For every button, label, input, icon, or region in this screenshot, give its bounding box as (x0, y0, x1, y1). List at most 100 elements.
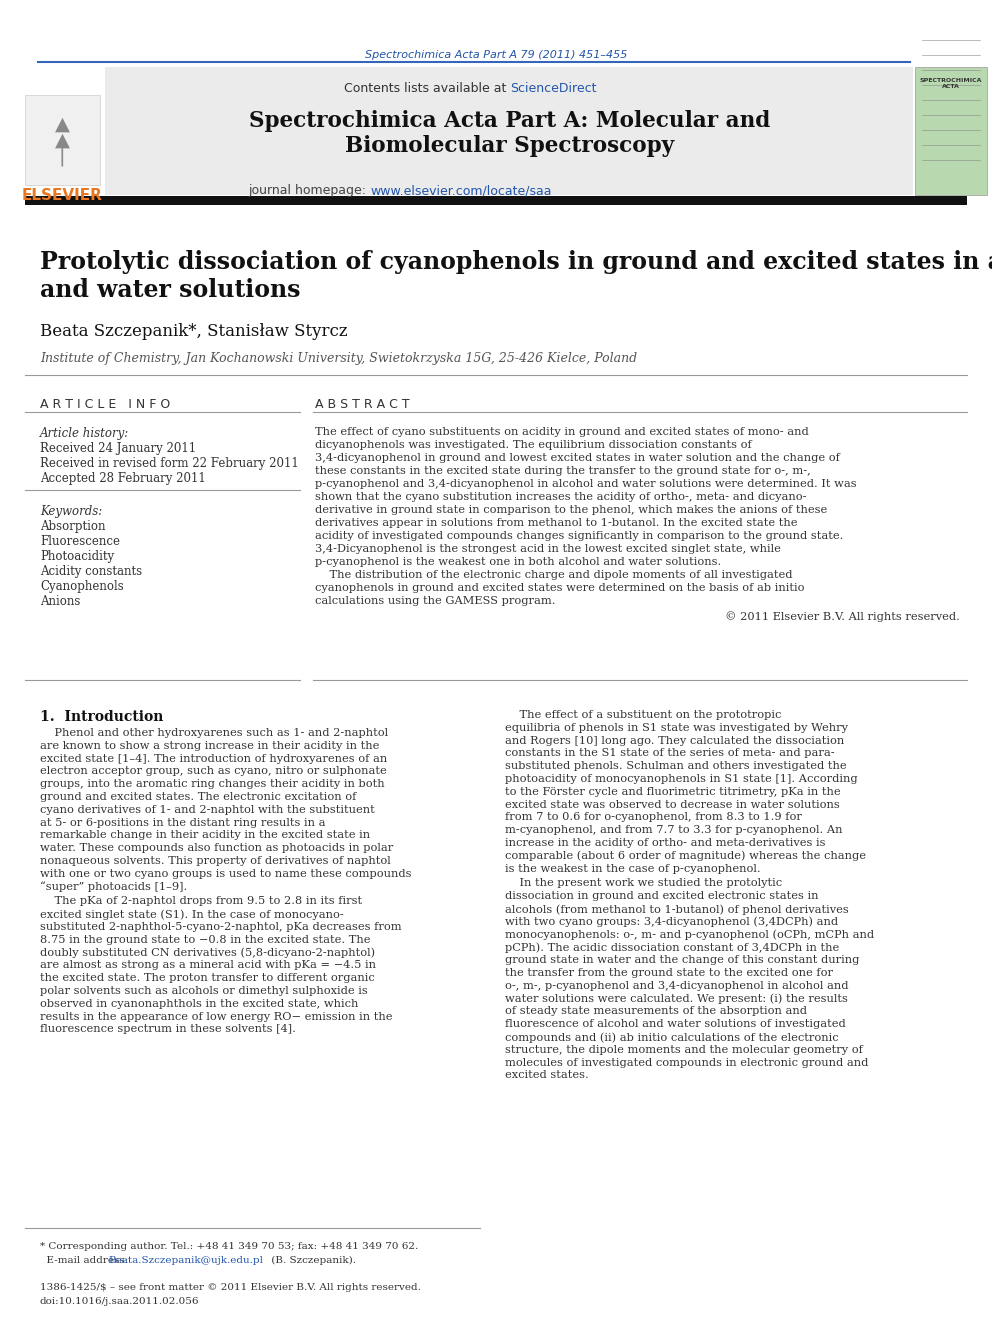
Text: electron acceptor group, such as cyano, nitro or sulphonate: electron acceptor group, such as cyano, … (40, 766, 387, 777)
Text: ground state in water and the change of this constant during: ground state in water and the change of … (505, 955, 859, 966)
Text: shown that the cyano substitution increases the acidity of ortho-, meta- and dic: shown that the cyano substitution increa… (315, 492, 806, 501)
Text: Phenol and other hydroxyarenes such as 1- and 2-naphtol: Phenol and other hydroxyarenes such as 1… (40, 728, 388, 738)
Text: Received in revised form 22 February 2011: Received in revised form 22 February 201… (40, 456, 299, 470)
Text: Spectrochimica Acta Part A: Molecular and
Biomolecular Spectroscopy: Spectrochimica Acta Part A: Molecular an… (249, 110, 771, 157)
Text: substituted phenols. Schulman and others investigated the: substituted phenols. Schulman and others… (505, 761, 846, 771)
Text: © 2011 Elsevier B.V. All rights reserved.: © 2011 Elsevier B.V. All rights reserved… (725, 611, 960, 622)
Text: dissociation in ground and excited electronic states in: dissociation in ground and excited elect… (505, 892, 818, 901)
Text: p-cyanophenol is the weakest one in both alcohol and water solutions.: p-cyanophenol is the weakest one in both… (315, 557, 721, 568)
Text: Institute of Chemistry, Jan Kochanowski University, Swietokrzyska 15G, 25-426 Ki: Institute of Chemistry, Jan Kochanowski … (40, 352, 637, 365)
Text: 1386-1425/$ – see front matter © 2011 Elsevier B.V. All rights reserved.: 1386-1425/$ – see front matter © 2011 El… (40, 1283, 421, 1293)
Text: water. These compounds also function as photoacids in polar: water. These compounds also function as … (40, 843, 393, 853)
Text: results in the appearance of low energy RO− emission in the: results in the appearance of low energy … (40, 1012, 393, 1021)
Text: Received 24 January 2011: Received 24 January 2011 (40, 442, 196, 455)
Text: the transfer from the ground state to the excited one for: the transfer from the ground state to th… (505, 968, 833, 978)
Text: molecules of investigated compounds in electronic ground and: molecules of investigated compounds in e… (505, 1057, 868, 1068)
Text: groups, into the aromatic ring changes their acidity in both: groups, into the aromatic ring changes t… (40, 779, 385, 790)
Text: observed in cyanonaphthols in the excited state, which: observed in cyanonaphthols in the excite… (40, 999, 358, 1009)
Text: Beata.Szczepanik@ujk.edu.pl: Beata.Szczepanik@ujk.edu.pl (108, 1256, 263, 1265)
Text: pCPh). The acidic dissociation constant of 3,4DCPh in the: pCPh). The acidic dissociation constant … (505, 942, 839, 953)
Text: Fluorescence: Fluorescence (40, 534, 120, 548)
Text: polar solvents such as alcohols or dimethyl sulphoxide is: polar solvents such as alcohols or dimet… (40, 986, 368, 996)
Text: In the present work we studied the protolytic: In the present work we studied the proto… (505, 878, 782, 889)
Text: of steady state measurements of the absorption and: of steady state measurements of the abso… (505, 1007, 807, 1016)
Text: (B. Szczepanik).: (B. Szczepanik). (268, 1256, 356, 1265)
Text: cyano derivatives of 1- and 2-naphtol with the substituent: cyano derivatives of 1- and 2-naphtol wi… (40, 804, 375, 815)
Text: ELSEVIER: ELSEVIER (22, 188, 102, 202)
Text: 1.  Introduction: 1. Introduction (40, 710, 164, 724)
Bar (25, 95, 100, 185)
Text: m-cyanophenol, and from 7.7 to 3.3 for p-cyanophenol. An: m-cyanophenol, and from 7.7 to 3.3 for p… (505, 826, 842, 835)
Text: 3,4-Dicyanophenol is the strongest acid in the lowest excited singlet state, whi: 3,4-Dicyanophenol is the strongest acid … (315, 544, 781, 554)
Text: structure, the dipole moments and the molecular geometry of: structure, the dipole moments and the mo… (505, 1045, 863, 1054)
Text: * Corresponding author. Tel.: +48 41 349 70 53; fax: +48 41 349 70 62.: * Corresponding author. Tel.: +48 41 349… (40, 1242, 419, 1252)
Text: Accepted 28 February 2011: Accepted 28 February 2011 (40, 472, 205, 486)
Text: comparable (about 6 order of magnitude) whereas the change: comparable (about 6 order of magnitude) … (505, 851, 866, 861)
Text: to the Förster cycle and fluorimetric titrimetry, pKa in the: to the Förster cycle and fluorimetric ti… (505, 787, 840, 796)
Text: o-, m-, p-cyanophenol and 3,4-dicyanophenol in alcohol and: o-, m-, p-cyanophenol and 3,4-dicyanophe… (505, 980, 848, 991)
Text: water solutions were calculated. We present: (i) the results: water solutions were calculated. We pres… (505, 994, 848, 1004)
Text: Keywords:: Keywords: (40, 505, 102, 519)
Text: Cyanophenols: Cyanophenols (40, 579, 124, 593)
Text: excited state [1–4]. The introduction of hydroxyarenes of an: excited state [1–4]. The introduction of… (40, 754, 387, 763)
Text: Anions: Anions (40, 595, 80, 609)
Text: www.elsevier.com/locate/saa: www.elsevier.com/locate/saa (370, 184, 552, 197)
Text: constants in the S1 state of the series of meta- and para-: constants in the S1 state of the series … (505, 749, 834, 758)
Text: nonaqueous solvents. This property of derivatives of naphtol: nonaqueous solvents. This property of de… (40, 856, 391, 867)
Text: are almost as strong as a mineral acid with pKa = −4.5 in: are almost as strong as a mineral acid w… (40, 960, 376, 970)
Text: substituted 2-naphthol-5-cyano-2-naphtol, pKa decreases from: substituted 2-naphthol-5-cyano-2-naphtol… (40, 922, 402, 931)
Text: Article history:: Article history: (40, 427, 129, 441)
Text: Acidity constants: Acidity constants (40, 565, 142, 578)
Text: excited singlet state (S1). In the case of monocyano-: excited singlet state (S1). In the case … (40, 909, 344, 919)
Text: derivatives appear in solutions from methanol to 1-butanol. In the excited state: derivatives appear in solutions from met… (315, 519, 798, 528)
Text: are known to show a strong increase in their acidity in the: are known to show a strong increase in t… (40, 741, 379, 750)
Text: excited state was observed to decrease in water solutions: excited state was observed to decrease i… (505, 799, 840, 810)
Text: compounds and (ii) ab initio calculations of the electronic: compounds and (ii) ab initio calculation… (505, 1032, 838, 1043)
Text: p-cyanophenol and 3,4-dicyanophenol in alcohol and water solutions were determin: p-cyanophenol and 3,4-dicyanophenol in a… (315, 479, 857, 490)
Text: fluorescence spectrum in these solvents [4].: fluorescence spectrum in these solvents … (40, 1024, 296, 1035)
Text: the excited state. The proton transfer to different organic: the excited state. The proton transfer t… (40, 974, 375, 983)
Text: doubly substituted CN derivatives (5,8-dicyano-2-naphtol): doubly substituted CN derivatives (5,8-d… (40, 947, 375, 958)
Text: at 5- or 6-positions in the distant ring results in a: at 5- or 6-positions in the distant ring… (40, 818, 325, 828)
Text: with two cyano groups: 3,4-dicyanophenol (3,4DCPh) and: with two cyano groups: 3,4-dicyanophenol… (505, 917, 838, 927)
Text: remarkable change in their acidity in the excited state in: remarkable change in their acidity in th… (40, 831, 370, 840)
Text: from 7 to 0.6 for o-cyanophenol, from 8.3 to 1.9 for: from 7 to 0.6 for o-cyanophenol, from 8.… (505, 812, 802, 823)
Text: ground and excited states. The electronic excitation of: ground and excited states. The electroni… (40, 792, 356, 802)
Text: 8.75 in the ground state to −0.8 in the excited state. The: 8.75 in the ground state to −0.8 in the … (40, 935, 370, 945)
Bar (105, 67, 913, 194)
Text: The effect of a substituent on the prototropic: The effect of a substituent on the proto… (505, 710, 782, 720)
Text: ScienceDirect: ScienceDirect (510, 82, 596, 95)
Text: ▲
▲
|: ▲ ▲ | (55, 115, 69, 167)
Text: Protolytic dissociation of cyanophenols in ground and excited states in alcohol
: Protolytic dissociation of cyanophenols … (40, 250, 992, 302)
Text: monocyanophenols: o-, m- and p-cyanophenol (oCPh, mCPh and: monocyanophenols: o-, m- and p-cyanophen… (505, 930, 874, 941)
Text: acidity of investigated compounds changes significantly in comparison to the gro: acidity of investigated compounds change… (315, 531, 843, 541)
Text: equilibria of phenols in S1 state was investigated by Wehry: equilibria of phenols in S1 state was in… (505, 722, 848, 733)
Text: The pKa of 2-naphtol drops from 9.5 to 2.8 in its first: The pKa of 2-naphtol drops from 9.5 to 2… (40, 897, 362, 906)
Bar (915, 67, 987, 194)
Text: increase in the acidity of ortho- and meta-derivatives is: increase in the acidity of ortho- and me… (505, 837, 825, 848)
Text: calculations using the GAMESS program.: calculations using the GAMESS program. (315, 595, 556, 606)
Text: Photoacidity: Photoacidity (40, 550, 114, 564)
Text: cyanophenols in ground and excited states were determined on the basis of ab ini: cyanophenols in ground and excited state… (315, 583, 805, 593)
Text: Spectrochimica Acta Part A 79 (2011) 451–455: Spectrochimica Acta Part A 79 (2011) 451… (365, 50, 627, 60)
Text: SPECTROCHIMICA
ACTA: SPECTROCHIMICA ACTA (920, 78, 982, 89)
Text: derivative in ground state in comparison to the phenol, which makes the anions o: derivative in ground state in comparison… (315, 505, 827, 515)
Text: is the weakest in the case of p-cyanophenol.: is the weakest in the case of p-cyanophe… (505, 864, 761, 873)
Text: excited states.: excited states. (505, 1070, 588, 1081)
Text: The effect of cyano substituents on acidity in ground and excited states of mono: The effect of cyano substituents on acid… (315, 427, 808, 437)
Text: photoacidity of monocyanophenols in S1 state [1]. According: photoacidity of monocyanophenols in S1 s… (505, 774, 858, 785)
Text: these constants in the excited state during the transfer to the ground state for: these constants in the excited state dur… (315, 466, 810, 476)
Text: Beata Szczepanik*, Stanisław Styrcz: Beata Szczepanik*, Stanisław Styrcz (40, 323, 347, 340)
Text: alcohols (from methanol to 1-butanol) of phenol derivatives: alcohols (from methanol to 1-butanol) of… (505, 904, 849, 914)
Text: Contents lists available at: Contents lists available at (343, 82, 510, 95)
Text: “super” photoacids [1–9].: “super” photoacids [1–9]. (40, 881, 187, 893)
Text: Absorption: Absorption (40, 520, 105, 533)
Text: 3,4-dicyanophenol in ground and lowest excited states in water solution and the : 3,4-dicyanophenol in ground and lowest e… (315, 452, 840, 463)
Bar (25, 196, 967, 205)
Text: fluorescence of alcohol and water solutions of investigated: fluorescence of alcohol and water soluti… (505, 1019, 846, 1029)
Text: The distribution of the electronic charge and dipole moments of all investigated: The distribution of the electronic charg… (315, 570, 793, 579)
Text: dicyanophenols was investigated. The equilibrium dissociation constants of: dicyanophenols was investigated. The equ… (315, 441, 752, 450)
Text: with one or two cyano groups is used to name these compounds: with one or two cyano groups is used to … (40, 869, 412, 878)
Text: and Rogers [10] long ago. They calculated the dissociation: and Rogers [10] long ago. They calculate… (505, 736, 844, 746)
Text: doi:10.1016/j.saa.2011.02.056: doi:10.1016/j.saa.2011.02.056 (40, 1297, 199, 1306)
